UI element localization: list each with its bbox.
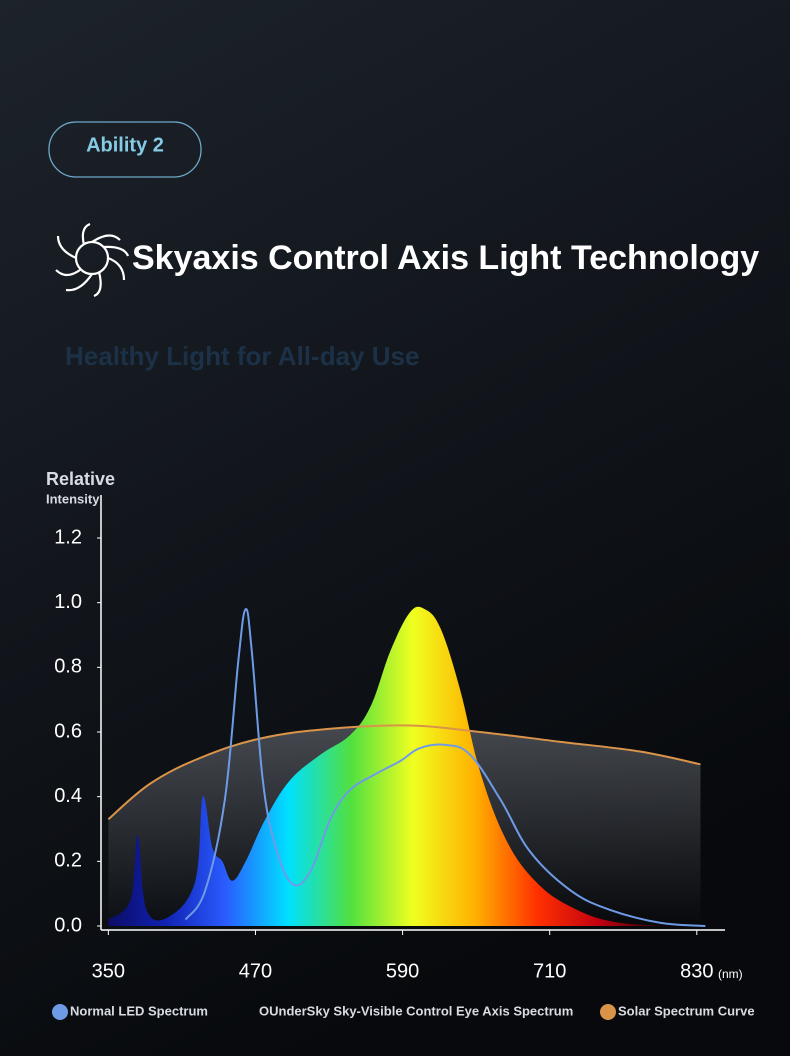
y-tick-label: 0.2 <box>54 850 82 872</box>
y-tick-label: 0.0 <box>54 914 82 936</box>
x-tick-label: 710 <box>533 960 566 982</box>
y-tick-label: 0.4 <box>54 785 82 807</box>
legend-label: Normal LED Spectrum <box>70 1003 208 1018</box>
x-tick-label: 350 <box>92 960 125 982</box>
subtitle: Healthy Light for All-day Use <box>65 341 419 371</box>
spectrum-area <box>108 606 701 926</box>
y-tick-label: 0.6 <box>54 720 82 742</box>
x-tick-label: 470 <box>239 960 272 982</box>
y-tick-label: 1.0 <box>54 591 82 613</box>
sun-icon <box>55 222 130 298</box>
series-line <box>184 608 706 927</box>
series-line <box>107 724 701 821</box>
x-unit: (nm) <box>718 967 743 981</box>
legend-marker <box>52 1004 68 1020</box>
y-axis-label: Relative <box>46 469 115 489</box>
badge: Ability 2 <box>86 134 164 156</box>
y-axis-label: Intensity <box>46 491 100 506</box>
x-tick-label: 830 <box>680 960 713 982</box>
y-tick-label: 0.8 <box>54 656 82 678</box>
y-tick-label: 1.2 <box>54 526 82 548</box>
legend-label: OUnderSky Sky-Visible Control Eye Axis S… <box>259 1003 573 1018</box>
title: Skyaxis Control Axis Light Technology <box>132 239 759 277</box>
badge-frame <box>48 121 202 178</box>
legend-marker <box>600 1004 616 1020</box>
x-tick-label: 590 <box>386 960 419 982</box>
legend-label: Solar Spectrum Curve <box>618 1003 755 1018</box>
